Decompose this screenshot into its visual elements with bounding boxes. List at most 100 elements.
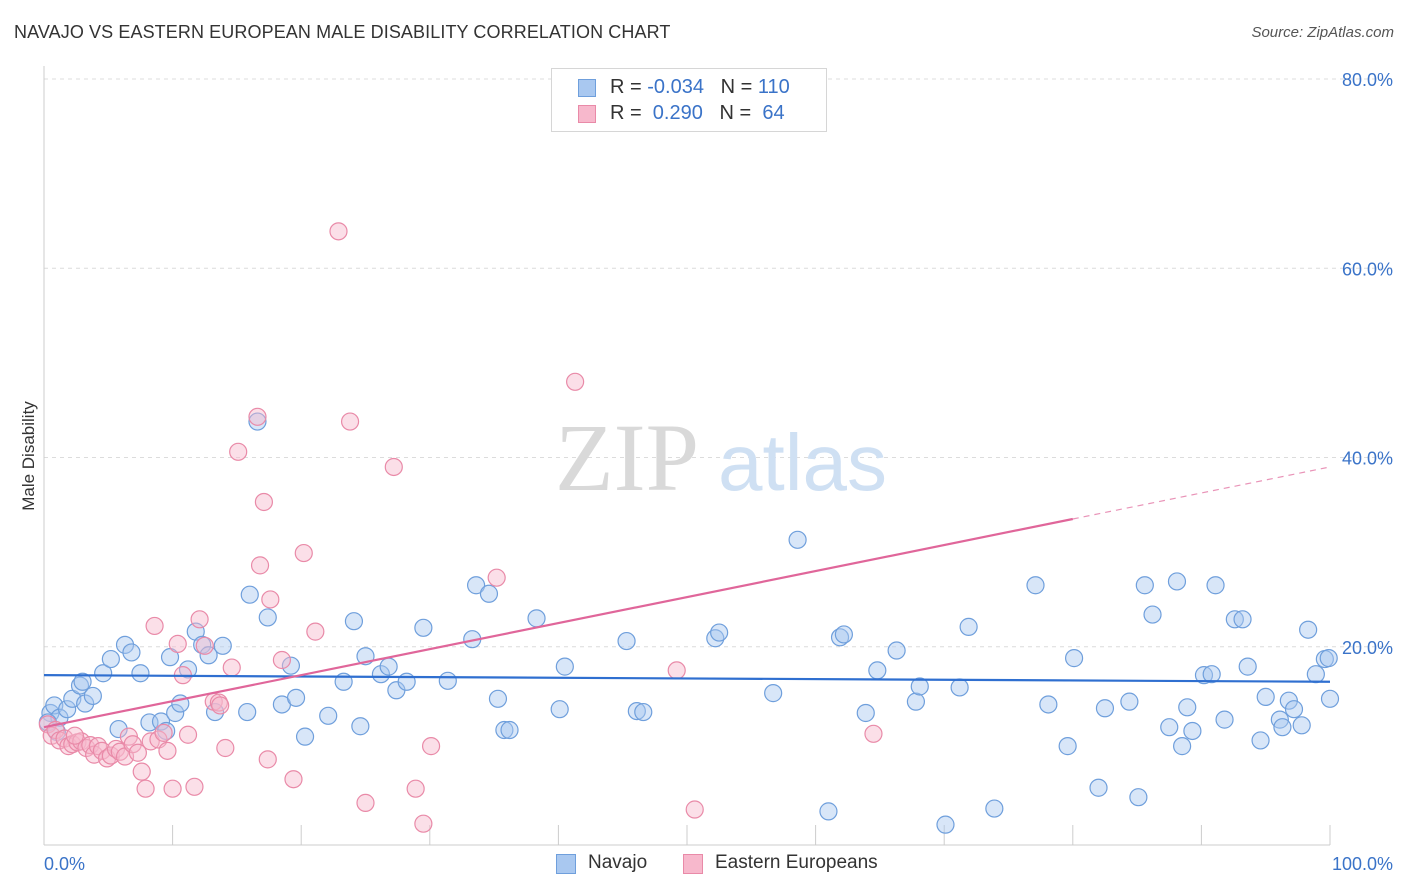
data-point	[1058, 737, 1077, 756]
data-point	[163, 779, 182, 798]
data-point	[379, 657, 398, 676]
legend-n-label: N =	[720, 76, 758, 98]
y-tick-label: 40.0%	[1342, 449, 1393, 469]
data-point	[115, 635, 135, 654]
data-point	[261, 590, 280, 609]
data-point	[1129, 788, 1148, 807]
series-eastern-europeans-points	[38, 222, 883, 833]
x-tick-label: 100.0%	[1332, 854, 1393, 874]
data-point	[190, 610, 209, 629]
y-axis-label: Male Disability	[19, 401, 38, 511]
source-label: Source: ZipAtlas.com	[1251, 24, 1394, 41]
data-point	[344, 612, 364, 631]
data-point	[1256, 687, 1275, 707]
data-point	[240, 585, 259, 604]
x-tick-label: 0.0%	[44, 854, 85, 874]
data-point	[764, 684, 783, 703]
trend-line-extension	[1072, 466, 1331, 520]
data-point	[495, 720, 514, 740]
data-point	[94, 664, 113, 683]
data-point	[566, 372, 585, 391]
data-point	[1299, 620, 1318, 639]
grid-lines	[44, 78, 1392, 648]
data-point	[634, 702, 653, 722]
trend-lines	[43, 466, 1331, 729]
data-point	[1273, 718, 1292, 737]
data-point	[1292, 716, 1311, 735]
data-point	[58, 700, 77, 719]
data-point	[123, 735, 142, 754]
data-point	[834, 625, 853, 644]
bottom-legend-label-eastern-europeans: Eastern Europeans	[715, 852, 878, 873]
data-point	[132, 762, 151, 781]
legend: R = -0.034 N = 110 R = 0.290 N = 64	[551, 68, 827, 132]
data-point	[1306, 665, 1325, 684]
data-point	[81, 736, 100, 755]
data-point	[950, 678, 969, 697]
data-point	[500, 720, 519, 740]
data-point	[294, 543, 313, 563]
data-point	[617, 631, 636, 651]
chart-title: NAVAJO VS EASTERN EUROPEAN MALE DISABILI…	[14, 22, 671, 42]
data-point	[329, 222, 348, 241]
bottom-legend-swatch-eastern-europeans	[683, 854, 703, 874]
bottom-legend-swatch-navajo	[556, 854, 576, 874]
legend-n-value: 110	[757, 76, 790, 98]
data-point	[254, 492, 274, 512]
trend-line	[43, 517, 1074, 729]
data-point	[1135, 576, 1154, 595]
data-point	[685, 800, 704, 819]
data-point	[211, 696, 230, 715]
data-point	[1238, 657, 1257, 676]
data-point	[1178, 698, 1197, 717]
bottom-legend-label-navajo: Navajo	[588, 852, 648, 873]
data-point	[168, 634, 187, 654]
data-point	[1120, 692, 1139, 711]
data-point	[479, 584, 499, 603]
data-point	[1089, 778, 1108, 797]
data-point	[216, 738, 235, 758]
data-point	[414, 618, 433, 637]
data-point	[1284, 700, 1304, 719]
data-point	[222, 658, 241, 677]
data-point	[122, 643, 141, 662]
data-point	[868, 661, 887, 680]
legend-row-navajo: R = -0.034 N = 110	[578, 76, 790, 100]
watermark-zip: ZIP	[555, 404, 699, 511]
data-point	[550, 700, 569, 719]
data-point	[906, 692, 926, 711]
data-point	[384, 457, 403, 477]
data-point	[286, 688, 306, 707]
data-point	[371, 665, 391, 684]
y-tick-label: 80.0%	[1342, 70, 1393, 90]
data-point	[406, 779, 425, 798]
legend-swatch-eastern-europeans	[578, 105, 596, 123]
data-point	[158, 741, 177, 760]
data-point	[1251, 731, 1270, 750]
data-point	[466, 576, 486, 595]
data-point	[1143, 605, 1162, 624]
data-point	[131, 664, 150, 683]
data-point	[1039, 695, 1058, 714]
data-point	[985, 799, 1004, 818]
legend-r-value: 0.290	[647, 102, 703, 124]
data-point	[250, 556, 270, 575]
data-point	[195, 636, 214, 655]
data-point	[856, 703, 875, 723]
data-point	[295, 727, 315, 746]
data-point	[340, 412, 360, 431]
legend-n-label: N =	[719, 102, 757, 124]
data-point	[1194, 666, 1214, 685]
data-point	[101, 649, 120, 669]
data-point	[864, 724, 883, 743]
data-point	[1233, 610, 1252, 629]
tick-labels: 20.0% 40.0% 60.0% 80.0% 0.0% 100.0%	[44, 70, 1393, 874]
data-point	[910, 677, 929, 696]
data-point	[1215, 710, 1234, 729]
data-point	[819, 802, 838, 821]
data-point	[438, 671, 457, 690]
data-point	[397, 672, 416, 691]
data-point	[145, 616, 164, 636]
data-point	[936, 815, 955, 834]
data-point	[306, 622, 325, 641]
